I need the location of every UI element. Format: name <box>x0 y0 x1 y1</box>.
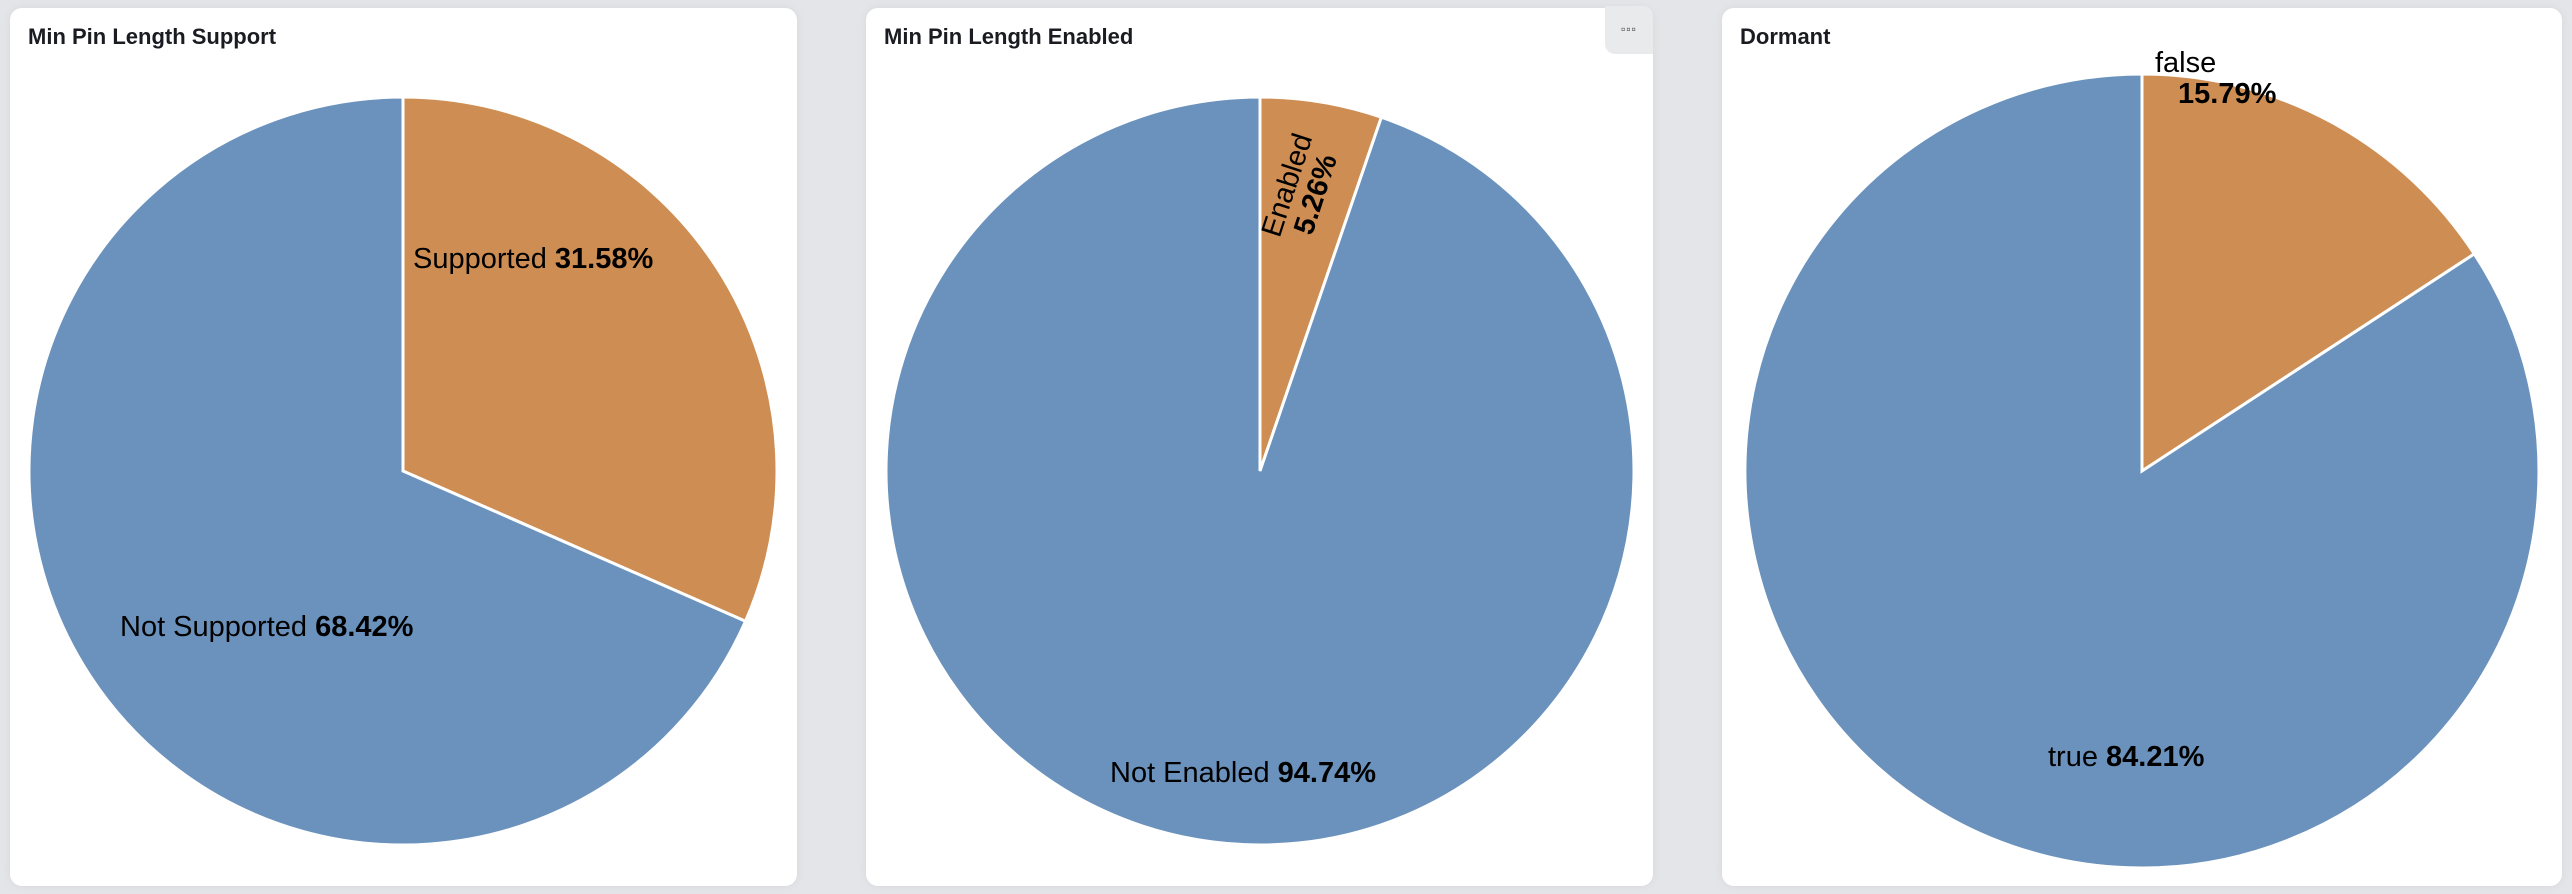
pie-slice-supported[interactable] <box>401 95 779 624</box>
slice-label: true 84.21% <box>2048 741 2205 773</box>
pie-slice-false[interactable] <box>2140 72 2477 474</box>
chart-title: Min Pin Length Enabled <box>884 24 1134 49</box>
pie-slice-not-enabled[interactable] <box>884 95 1636 847</box>
chart-title: Dormant <box>1740 24 1831 49</box>
pie-slice-not-supported[interactable] <box>27 95 748 847</box>
panel-menu-button[interactable]: ▫▫▫ <box>1605 6 1653 54</box>
ellipsis-icon: ▫▫▫ <box>1621 22 1637 36</box>
pie-slice-true[interactable] <box>1743 72 2541 870</box>
slice-label: Supported 31.58% <box>413 243 653 275</box>
slice-label: Not Supported 68.42% <box>120 611 414 643</box>
slice-label: Not Enabled 94.74% <box>1110 757 1376 789</box>
chart-title: Min Pin Length Support <box>28 24 277 49</box>
slice-label: false 15.79% <box>2155 47 2277 110</box>
